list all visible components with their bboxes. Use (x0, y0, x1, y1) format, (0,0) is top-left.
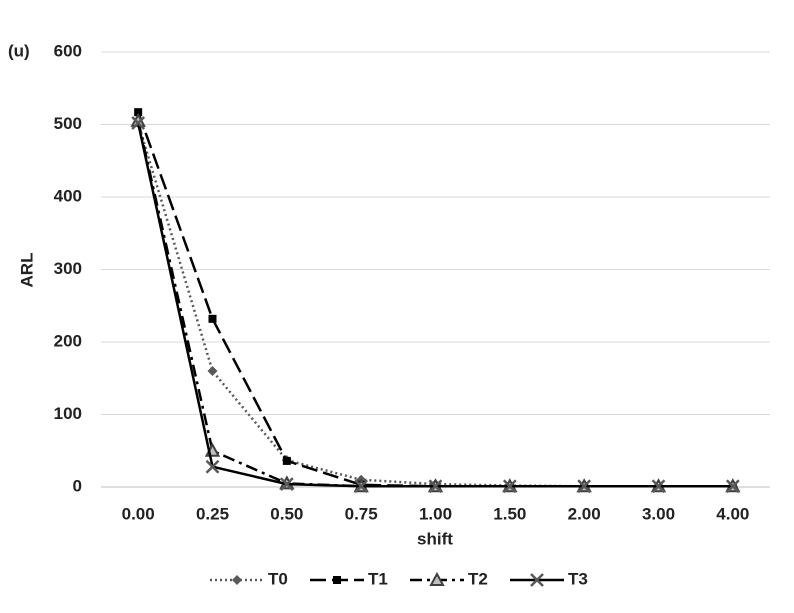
x-tick-label: 2.00 (568, 504, 601, 523)
marker (282, 456, 291, 465)
y-tick-label: 600 (54, 41, 82, 60)
marker (205, 459, 220, 474)
x-tick-label: 0.25 (196, 504, 229, 523)
y-tick-label: 200 (54, 331, 82, 350)
marker (131, 116, 146, 130)
x-tick-label: 3.00 (642, 504, 675, 523)
x-tick-label: 1.50 (493, 504, 526, 523)
y-tick-label: 300 (54, 259, 82, 278)
legend-label: T0 (268, 569, 288, 588)
x-tick-label: 0.00 (122, 504, 155, 523)
marker (428, 479, 443, 494)
marker (207, 366, 218, 376)
x-axis-label: shift (417, 529, 453, 548)
y-tick-label: 100 (54, 404, 82, 423)
series-line (136, 122, 733, 488)
x-tick-label: 0.50 (270, 504, 303, 523)
annotation: (u) (8, 41, 30, 60)
marker (725, 479, 740, 494)
x-tick-label: 0.75 (345, 504, 378, 523)
legend-label: T1 (368, 569, 388, 588)
marker (502, 479, 517, 494)
marker (208, 314, 217, 323)
y-tick-label: 400 (54, 186, 82, 205)
marker (354, 479, 369, 494)
marker (577, 479, 592, 494)
series-line (136, 111, 733, 488)
x-tick-label: 4.00 (716, 504, 749, 523)
y-tick-label: 500 (54, 114, 82, 133)
y-tick-label: 0 (73, 476, 82, 495)
y-axis-label: ARL (17, 253, 36, 288)
marker (279, 477, 294, 491)
legend-marker (232, 575, 242, 585)
marker (134, 108, 143, 117)
series-line (136, 120, 733, 488)
legend-marker (530, 573, 544, 587)
legend-marker (429, 571, 445, 586)
x-tick-label: 1.00 (419, 504, 452, 523)
legend-marker (333, 576, 341, 584)
marker (651, 479, 666, 494)
legend-label: T3 (568, 569, 588, 588)
legend-label: T2 (468, 569, 488, 588)
series-line (136, 122, 733, 488)
